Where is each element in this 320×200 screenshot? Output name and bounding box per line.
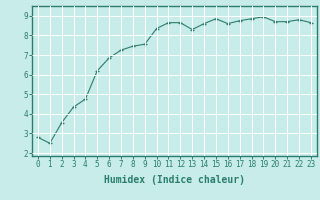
- X-axis label: Humidex (Indice chaleur): Humidex (Indice chaleur): [104, 175, 245, 185]
